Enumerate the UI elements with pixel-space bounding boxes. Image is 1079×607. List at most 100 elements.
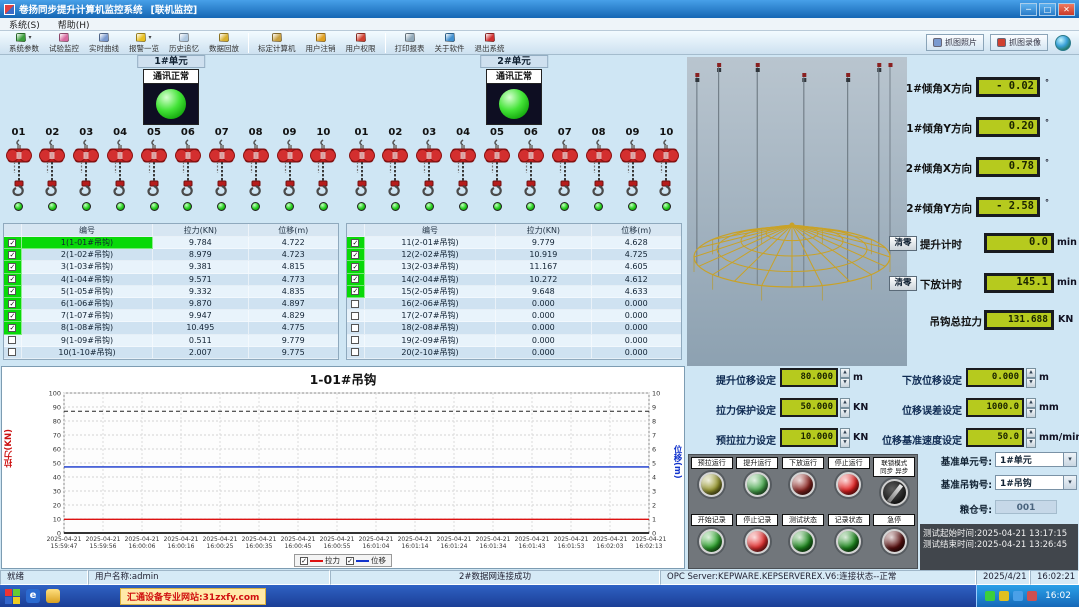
hoist-item[interactable]: 01 [346, 127, 377, 211]
hoist-item[interactable]: 03 [414, 127, 445, 211]
hoist-item[interactable]: 07 [549, 127, 580, 211]
setting-value-input[interactable]: 1000.0 [966, 398, 1024, 417]
setting-value-input[interactable]: 50.000 [780, 398, 838, 417]
globe-icon[interactable] [1055, 34, 1071, 51]
maximize-button[interactable]: □ [1039, 2, 1056, 16]
toolbar-button[interactable]: 用户注销 [301, 31, 341, 54]
spinner-down-icon[interactable]: ▼ [1026, 438, 1036, 448]
table-row[interactable]: ✓ 8(1-08#吊钩) 10.495 4.775 [4, 322, 338, 335]
row-checkbox-cell[interactable] [347, 297, 365, 311]
hoist-item[interactable]: 03 [71, 127, 102, 211]
toolbar-button[interactable]: ▾ 系统参数 [4, 31, 44, 54]
round-push-button[interactable] [881, 528, 907, 554]
browser-icon[interactable]: e [26, 589, 40, 603]
tray-icon[interactable] [1027, 591, 1038, 601]
round-push-button[interactable] [790, 472, 816, 497]
setting-value-input[interactable]: 80.000 [780, 368, 838, 387]
table-row[interactable]: ✓ 14(2-04#吊钩) 10.272 4.612 [347, 273, 681, 286]
clear-timer-button[interactable]: 清零 [889, 276, 917, 291]
round-push-button[interactable] [744, 528, 770, 554]
row-checkbox-cell[interactable] [4, 334, 22, 347]
selector-dropdown[interactable]: 1#吊钩 ▾ [995, 475, 1077, 490]
setting-value-input[interactable]: 50.0 [966, 428, 1024, 447]
setting-value-input[interactable]: 10.000 [780, 428, 838, 447]
row-checkbox-cell[interactable]: ✓ [4, 237, 22, 250]
toolbar-button[interactable]: 退出系统 [470, 31, 510, 54]
table-row[interactable]: 16(2-06#吊钩) 0.000 0.000 [347, 297, 681, 311]
round-push-button[interactable] [744, 472, 770, 497]
hoist-item[interactable]: 07 [206, 127, 237, 211]
hoist-item[interactable]: 06 [172, 127, 203, 211]
row-checkbox-cell[interactable] [4, 346, 22, 359]
toolbar-button[interactable]: ▾ 报警一览 [124, 31, 164, 54]
hoist-item[interactable]: 10 [308, 127, 339, 211]
table-row[interactable]: ✓ 4(1-04#吊钩) 9.571 4.773 [4, 273, 338, 286]
row-checkbox-cell[interactable]: ✓ [4, 297, 22, 311]
menu-item[interactable]: 帮助(H) [57, 20, 90, 31]
toolbar-button[interactable]: 关于软件 [430, 31, 470, 54]
row-checkbox-cell[interactable]: ✓ [347, 285, 365, 298]
row-checkbox-cell[interactable] [347, 322, 365, 335]
hoist-item[interactable]: 09 [274, 127, 305, 211]
table-row[interactable]: ✓ 7(1-07#吊钩) 9.947 4.829 [4, 310, 338, 323]
round-push-button[interactable] [836, 472, 862, 497]
table-row[interactable]: 20(2-10#吊钩) 0.000 0.000 [347, 346, 681, 359]
spinner-up-icon[interactable]: ▲ [840, 398, 850, 408]
round-push-button[interactable] [836, 528, 862, 554]
row-checkbox-cell[interactable]: ✓ [347, 237, 365, 250]
table-row[interactable]: ✓ 5(1-05#吊钩) 9.332 4.835 [4, 285, 338, 298]
tray-icon[interactable] [985, 591, 996, 601]
toolbar-right-button[interactable]: 抓图录像 [990, 34, 1048, 51]
hoist-item[interactable]: 02 [380, 127, 411, 211]
hoist-item[interactable]: 04 [448, 127, 479, 211]
start-button[interactable] [5, 588, 20, 604]
row-checkbox-cell[interactable]: ✓ [4, 261, 22, 274]
hoist-item[interactable]: 06 [515, 127, 546, 211]
spinner-control[interactable]: ▲ ▼ [840, 368, 850, 388]
spinner-down-icon[interactable]: ▼ [1026, 378, 1036, 388]
table-row[interactable]: ✓ 1(1-01#吊钩) 9.784 4.722 [4, 237, 338, 250]
hoist-item[interactable]: 10 [651, 127, 682, 211]
spinner-control[interactable]: ▲ ▼ [1026, 368, 1036, 388]
row-checkbox-cell[interactable]: ✓ [347, 261, 365, 274]
tray-icon[interactable] [999, 591, 1010, 601]
table-row[interactable]: ✓ 15(2-05#吊钩) 9.648 4.633 [347, 285, 681, 298]
table-row[interactable]: 9(1-09#吊钩) 0.511 9.779 [4, 334, 338, 347]
row-checkbox-cell[interactable] [347, 346, 365, 359]
hoist-item[interactable]: 01 [3, 127, 34, 211]
toolbar-button[interactable]: 打印报表 [390, 31, 430, 54]
table-row[interactable]: ✓ 13(2-03#吊钩) 11.167 4.605 [347, 261, 681, 274]
table-row[interactable]: ✓ 2(1-02#吊钩) 8.979 4.723 [4, 249, 338, 262]
legend-checkbox[interactable]: ✓ [346, 556, 354, 565]
toolbar-button[interactable]: 用户权限 [341, 31, 381, 54]
table-row[interactable]: ✓ 6(1-06#吊钩) 9.870 4.897 [4, 297, 338, 311]
toolbar-button[interactable]: 实时曲线 [84, 31, 124, 54]
hoist-item[interactable]: 04 [105, 127, 136, 211]
row-checkbox-cell[interactable]: ✓ [4, 310, 22, 323]
toolbar-button[interactable]: 标定计算机 [253, 31, 301, 54]
legend-checkbox[interactable]: ✓ [300, 556, 308, 565]
spinner-control[interactable]: ▲ ▼ [1026, 398, 1036, 418]
menu-item[interactable]: 系统(S) [9, 20, 40, 31]
spinner-down-icon[interactable]: ▼ [1026, 408, 1036, 418]
tray-icon[interactable] [1013, 591, 1024, 601]
setting-value-input[interactable]: 0.000 [966, 368, 1024, 387]
hoist-item[interactable]: 09 [617, 127, 648, 211]
round-push-button[interactable] [699, 472, 725, 497]
row-checkbox-cell[interactable]: ✓ [4, 322, 22, 335]
table-row[interactable]: 18(2-08#吊钩) 0.000 0.000 [347, 322, 681, 335]
hoist-item[interactable]: 08 [583, 127, 614, 211]
spinner-down-icon[interactable]: ▼ [840, 438, 850, 448]
spinner-up-icon[interactable]: ▲ [1026, 398, 1036, 408]
selector-dropdown[interactable]: 1#单元 ▾ [995, 452, 1077, 467]
row-checkbox-cell[interactable]: ✓ [4, 285, 22, 298]
row-checkbox-cell[interactable]: ✓ [347, 273, 365, 286]
spinner-control[interactable]: ▲ ▼ [840, 398, 850, 418]
table-row[interactable]: ✓ 3(1-03#吊钩) 9.381 4.815 [4, 261, 338, 274]
spinner-up-icon[interactable]: ▲ [840, 428, 850, 438]
folder-icon[interactable] [46, 589, 60, 603]
toolbar-button[interactable]: 试验监控 [44, 31, 84, 54]
hoist-item[interactable]: 02 [37, 127, 68, 211]
hoist-item[interactable]: 05 [482, 127, 513, 211]
table-row[interactable]: 10(1-10#吊钩) 2.007 9.775 [4, 346, 338, 359]
